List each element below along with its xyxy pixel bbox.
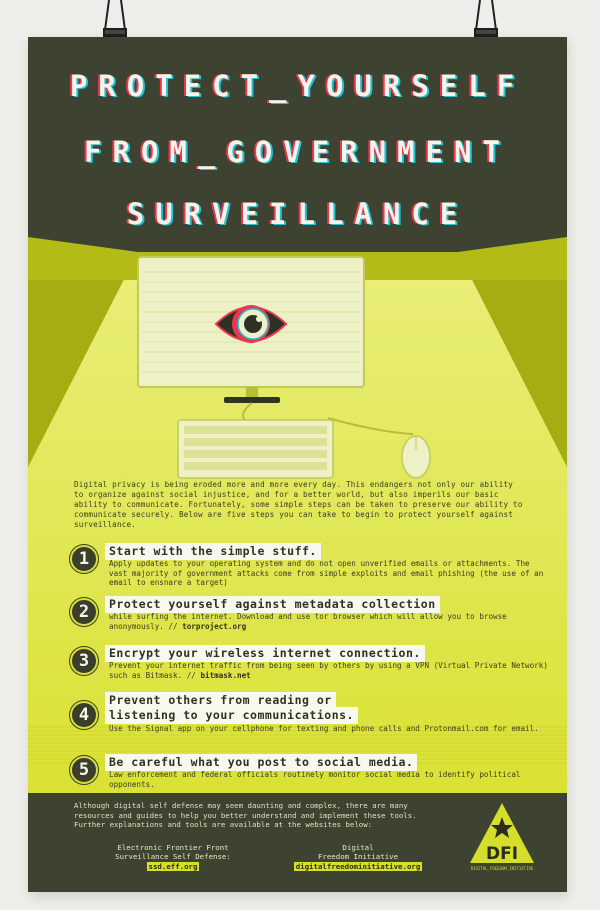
dfi-resource: Digital Freedom Initiative digitalfreedo… xyxy=(268,843,448,871)
step-heading: Protect yourself against metadata collec… xyxy=(105,596,440,613)
dfi-name-line-1: Digital xyxy=(342,843,374,852)
dfi-logo-text: DFI xyxy=(486,844,518,864)
step-body: while surfing the internet. Download and… xyxy=(109,612,549,631)
step-body-text: while surfing the internet. Download and… xyxy=(109,612,507,631)
intro-paragraph: Digital privacy is being eroded more and… xyxy=(74,480,523,529)
dfi-name-line-2: Freedom Initiative xyxy=(317,852,399,861)
eff-resource: Electronic Frontier Front Surveillance S… xyxy=(98,843,248,871)
eff-name-line-1: Electronic Frontier Front xyxy=(117,843,229,852)
step-heading: Be careful what you post to social media… xyxy=(105,754,418,771)
step-number: 2 xyxy=(70,598,98,626)
dfi-logo: DFI DIGITAL_FREEDOM_INITIATIVE xyxy=(468,801,536,873)
step-heading-line-1: Prevent others from reading or xyxy=(105,692,336,709)
poster: PROTECT_YOURSELF FROM_GOVERNMENT SURVEIL… xyxy=(28,37,567,892)
step-body: Apply updates to your operating system a… xyxy=(109,559,544,587)
bitmask-link[interactable]: bitmask.net xyxy=(200,670,251,680)
step-number: 1 xyxy=(70,545,98,573)
step-number: 3 xyxy=(70,647,98,675)
computer-eye-illustration xyxy=(137,256,431,479)
footer-text: Although digital self defense may seem d… xyxy=(74,801,417,829)
torproject-link[interactable]: torproject.org xyxy=(182,621,247,631)
dfi-logo-tagline: DIGITAL_FREEDOM_INITIATIVE xyxy=(471,866,534,871)
step-body: Law enforcement and federal officials ro… xyxy=(109,770,521,789)
title-line-2: FROM_GOVERNMENT xyxy=(84,135,511,169)
title-line-1: PROTECT_YOURSELF xyxy=(69,69,526,103)
step-heading-line-2: listening to your communications. xyxy=(105,707,358,724)
step-body-text: Prevent your internet traffic from being… xyxy=(109,661,548,680)
footer: Although digital self defense may seem d… xyxy=(28,793,567,892)
eff-name-line-2: Surveillance Self Defense: xyxy=(115,852,231,861)
step-heading: Encrypt your wireless internet connectio… xyxy=(105,645,425,662)
step-heading: Start with the simple stuff. xyxy=(105,543,321,560)
title-line-3: SURVEILLANCE xyxy=(126,197,469,231)
dfi-triangle-icon: DFI DIGITAL_FREEDOM_INITIATIVE xyxy=(470,803,534,871)
title-band xyxy=(28,37,567,280)
step-body: Use the Signal app on your cellphone for… xyxy=(109,724,539,733)
eye-icon xyxy=(214,305,288,343)
step-number: 4 xyxy=(70,701,98,729)
eff-link[interactable]: ssd.eff.org xyxy=(146,862,200,871)
step-body: Prevent your internet traffic from being… xyxy=(109,661,549,680)
step-number: 5 xyxy=(70,756,98,784)
dfi-link[interactable]: digitalfreedominitiative.org xyxy=(293,862,423,871)
